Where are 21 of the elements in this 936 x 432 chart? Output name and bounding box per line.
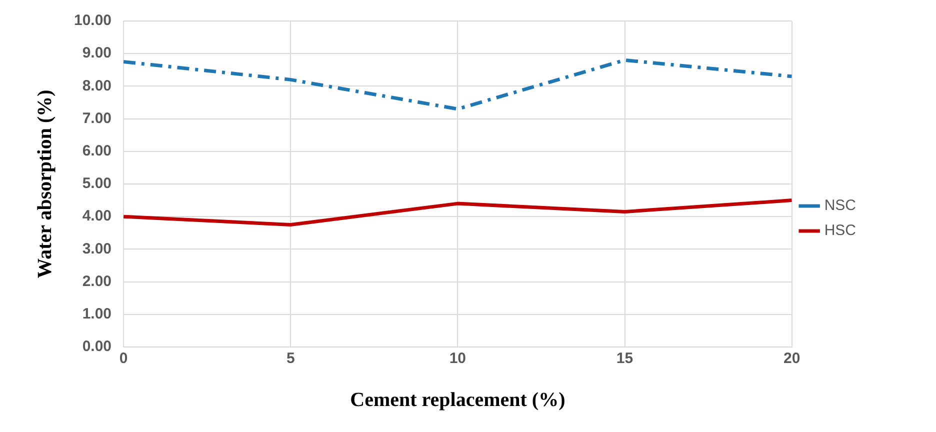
y-tick-label: 0.00: [82, 338, 112, 356]
x-tick-label: 10: [449, 350, 466, 368]
y-tick-label: 5.00: [82, 175, 112, 192]
x-tick-label: 20: [783, 350, 800, 368]
y-tick-label: 8.00: [82, 77, 112, 94]
x-axis-title: Cement replacement (%): [350, 389, 566, 412]
line-series: [124, 58, 792, 111]
legend-label: NSC: [824, 197, 856, 214]
y-tick-label: 6.00: [82, 142, 112, 160]
y-tick-label: 3.00: [82, 240, 112, 258]
y-axis-title: Water absorption (%): [34, 90, 56, 278]
y-tick-label: 2.00: [82, 272, 112, 290]
y-tick-label: 1.00: [82, 306, 112, 323]
x-tick-label: 5: [286, 350, 295, 368]
y-tick-label: 7.00: [82, 110, 112, 127]
y-tick-label: 4.00: [82, 208, 112, 225]
x-tick-label: 15: [616, 350, 634, 368]
x-tick-label: 0: [119, 350, 128, 368]
legend-label: HSC: [824, 222, 856, 240]
y-tick-label: 10.00: [74, 12, 112, 30]
y-tick-label: 9.00: [82, 44, 112, 62]
